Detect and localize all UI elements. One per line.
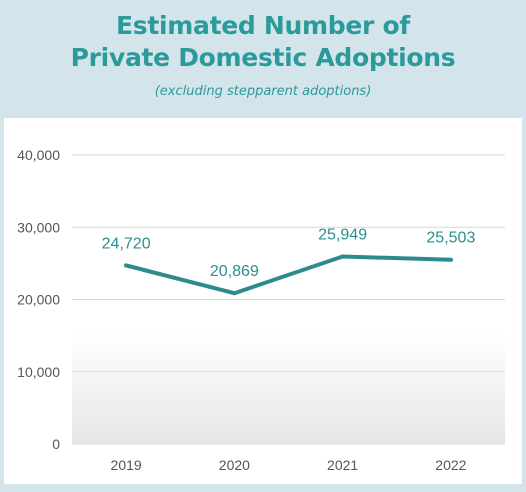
chart-subtitle: (excluding stepparent adoptions) — [154, 84, 372, 99]
plot-area-background — [72, 270, 505, 444]
data-label: 25,949 — [318, 227, 367, 244]
x-tick-label: 2022 — [435, 457, 466, 473]
y-tick-label: 20,000 — [17, 292, 60, 308]
x-tick-label: 2020 — [219, 457, 250, 473]
data-label: 24,720 — [102, 235, 151, 252]
data-point — [340, 254, 345, 259]
y-tick-label: 10,000 — [17, 364, 60, 380]
x-tick-label: 2019 — [111, 457, 142, 473]
data-point — [124, 263, 129, 268]
x-tick-label: 2021 — [327, 457, 358, 473]
y-tick-label: 40,000 — [17, 147, 60, 163]
chart-title: Estimated Number of Private Domestic Ado… — [0, 10, 526, 74]
data-label: 25,503 — [426, 230, 475, 247]
chart-title-line-1: Estimated Number of — [116, 11, 410, 40]
y-tick-label: 0 — [52, 436, 60, 452]
chart-title-line-2: Private Domestic Adoptions — [70, 43, 456, 72]
data-point — [232, 291, 237, 296]
data-label: 20,869 — [210, 263, 259, 280]
y-tick-label: 30,000 — [17, 219, 60, 235]
series-line — [124, 254, 453, 296]
data-point — [448, 257, 453, 262]
